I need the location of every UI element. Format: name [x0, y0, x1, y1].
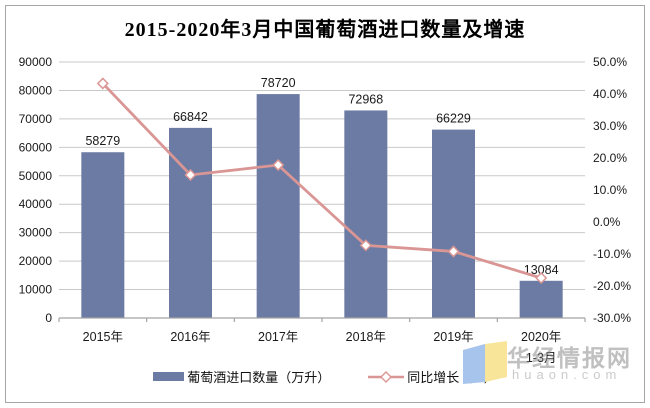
left-axis-tick-label: 40000	[19, 197, 53, 211]
left-axis-tick-label: 10000	[19, 283, 53, 297]
x-axis-category-label: 2020年	[521, 330, 561, 344]
chart-legend: 葡萄酒进口数量（万升） 同比增长（%）	[0, 367, 650, 386]
x-axis-category-label: 2019年	[433, 330, 473, 344]
bar	[169, 127, 212, 318]
right-axis-tick-label: 20.0%	[593, 151, 627, 165]
x-axis-category-label: 2015年	[83, 330, 123, 344]
line-marker-diamond	[184, 168, 197, 182]
bar	[81, 152, 125, 318]
left-axis-tick-label: 90000	[19, 55, 53, 69]
left-axis-tick-label: 70000	[19, 112, 53, 126]
right-axis-tick-label: 10.0%	[593, 183, 627, 197]
bar	[519, 280, 563, 318]
bar-data-label: 13084	[524, 263, 559, 277]
line-marker-diamond	[96, 77, 109, 90]
line-series-swatch-icon	[368, 370, 405, 383]
bar-data-label: 66229	[436, 112, 471, 126]
bar-data-label: 58279	[85, 134, 120, 148]
right-axis-tick-label: 40.0%	[593, 87, 627, 101]
x-axis-category-label: 2017年	[258, 330, 298, 344]
line-marker-diamond	[272, 158, 285, 172]
bar	[344, 110, 388, 318]
bar-data-label: 78720	[261, 76, 296, 90]
left-axis-tick-label: 60000	[19, 140, 53, 154]
x-axis-category-label-line2: 1-3月	[526, 351, 557, 365]
chart-border	[5, 5, 645, 403]
right-axis-tick-label: -30.0%	[593, 311, 631, 325]
bar-data-label: 72968	[348, 92, 383, 106]
right-axis-tick-label: 0.0%	[593, 215, 621, 229]
line-marker-diamond	[447, 245, 460, 258]
bar	[432, 129, 475, 318]
bar	[256, 94, 300, 319]
chart-title: 2015-2020年3月中国葡萄酒进口数量及增速	[124, 19, 526, 41]
left-axis-tick-label: 0	[45, 311, 52, 325]
line-series-label: 同比增长（%）	[407, 370, 497, 385]
left-axis-tick-label: 50000	[19, 169, 53, 183]
bar-data-label: 66842	[173, 110, 208, 124]
line-marker-diamond	[359, 239, 372, 252]
growth-line	[101, 82, 542, 280]
right-axis-tick-label: -10.0%	[593, 247, 631, 261]
right-axis-tick-label: -20.0%	[593, 279, 631, 293]
right-axis-tick-label: 50.0%	[593, 55, 627, 69]
bar-series-swatch	[153, 372, 185, 381]
x-axis-category-label: 2018年	[346, 330, 386, 344]
right-axis-tick-label: 30.0%	[593, 119, 627, 133]
legend-item-bar-series: 葡萄酒进口数量（万升）	[153, 367, 330, 386]
x-axis-category-label: 2016年	[170, 330, 210, 344]
bar-series-label: 葡萄酒进口数量（万升）	[187, 370, 331, 385]
left-axis-tick-label: 80000	[19, 83, 53, 97]
line-marker-diamond	[535, 271, 548, 285]
left-axis-tick-label: 30000	[19, 226, 53, 240]
legend-item-line-series: 同比增长（%）	[368, 367, 497, 386]
left-axis-tick-label: 20000	[19, 254, 53, 268]
